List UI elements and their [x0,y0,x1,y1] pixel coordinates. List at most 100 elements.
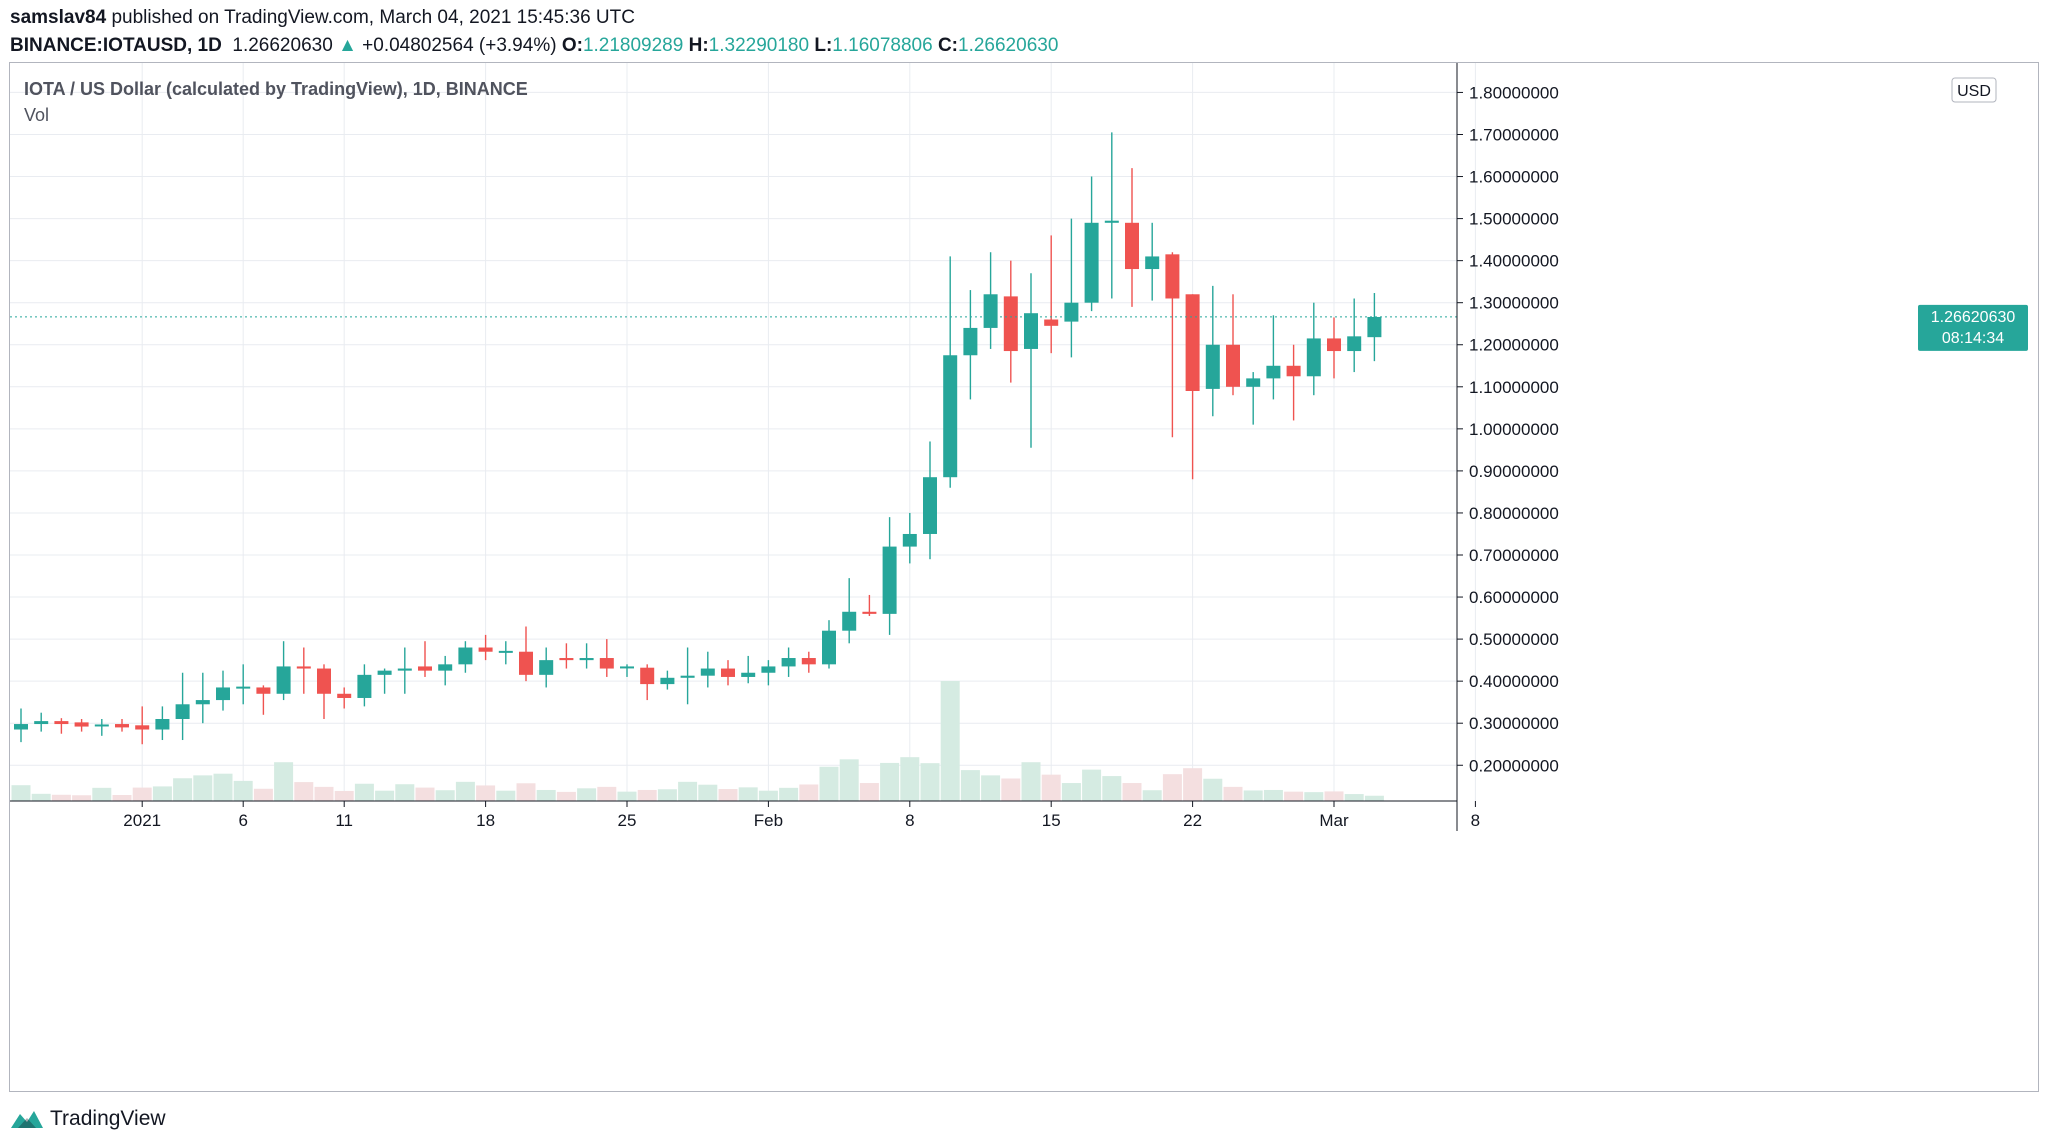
candle-body [1104,220,1119,223]
volume-bar [698,784,718,801]
candle-body [1327,338,1341,352]
time-tick-label: 25 [618,811,637,830]
price-tick-label: 0.50000000 [1469,630,1559,649]
currency-badge[interactable]: USD [1951,77,1997,103]
candle-body [418,666,432,671]
volume-bar [637,789,657,801]
price-chart[interactable]: 0.20000000 0.30000000 0.40000000 0.50000000… [10,63,2038,1091]
volume-bar [193,775,213,801]
volume-bar [678,781,698,801]
time-tick-label: Mar [1319,811,1349,830]
time-axis[interactable]: 2021 6 11 18 25 Feb 8 15 22 Mar 8 [123,801,1480,830]
candle-body [741,672,756,677]
volume-bar [253,788,273,801]
candle-body [377,670,392,675]
candle-body [357,674,372,698]
volume-bar [415,787,435,801]
price-axis[interactable]: 0.20000000 0.30000000 0.40000000 0.50000000… [1457,83,1559,775]
candle-body [14,724,28,730]
price-tick-label: 1.60000000 [1469,168,1559,187]
volume-bar [758,790,778,801]
candle-body [115,724,129,728]
time-tick-label: 22 [1183,811,1202,830]
close-value: 1.26620630 [958,35,1059,56]
volume-bar [577,788,597,801]
volume-bar [294,782,314,801]
candle-body [721,668,735,677]
volume-bar [213,773,233,801]
low-value: 1.16078806 [832,35,933,56]
candle-body [1003,296,1018,352]
high-value: 1.32290180 [708,35,810,56]
candle-body [902,533,917,547]
volume-bar [960,770,980,801]
candle-body [761,666,776,673]
price-tick-label: 0.70000000 [1469,546,1559,565]
time-tick-label: 8 [1471,811,1480,830]
volume-bar [779,787,799,801]
candles [14,132,1382,745]
candle-body [1266,365,1281,379]
time-tick-label: 18 [476,811,495,830]
candle-body [458,647,473,665]
tradingview-brand[interactable]: TradingView [50,1107,166,1130]
open-label: O: [561,35,583,56]
price-tick-label: 0.30000000 [1469,714,1559,733]
last-price-badge-value: 1.26620630 [1931,309,2016,326]
volume-bar [1344,794,1364,801]
high-label: H: [688,35,709,56]
volume-bar [51,794,71,801]
candle-body [1306,338,1321,377]
up-arrow-icon: ▲ [338,35,357,56]
change-value: +0.04802564 (+3.94%) [362,35,557,56]
volume-bar [981,775,1001,801]
volume-bar [314,786,334,801]
candle-body [337,693,352,698]
candle-body [943,355,958,478]
publish-line: samslav84 published on TradingView.com, … [10,4,2040,32]
volume-bar [1122,783,1142,801]
volume-bar [395,784,415,801]
candle-body [983,294,998,328]
candle-body [1347,336,1362,352]
volume-bars [11,681,1384,801]
volume-bar [1102,776,1122,801]
volume-bar [718,789,738,801]
volume-bar [839,759,859,801]
price-tick-label: 1.70000000 [1469,125,1559,144]
candle-body [599,658,614,669]
currency-label: USD [1957,83,1991,100]
volume-label: Vol [24,105,49,125]
candle-body [478,647,493,652]
price-tick-label: 1.50000000 [1469,210,1559,229]
volume-bar [880,762,900,801]
volume-bar [455,781,475,801]
volume-bar [31,793,51,801]
volume-bar [476,785,496,801]
candle-body [317,668,331,694]
tradingview-logo-icon[interactable] [10,1108,44,1130]
symbol-label: BINANCE:IOTAUSD, 1D [10,35,222,56]
candle-body [822,630,836,665]
volume-bar [1142,790,1162,801]
candle-body [1044,319,1059,326]
candle-body [498,650,513,653]
last-price: 1.26620630 [232,35,333,56]
candle-body [620,666,634,669]
chart-frame[interactable]: 0.20000000 0.30000000 0.40000000 0.50000000… [9,62,2039,1092]
volume-bar [152,786,172,801]
volume-bar [819,766,839,801]
candle-body [155,719,170,730]
volume-bar [1021,762,1041,801]
candle-body [236,686,251,689]
volume-bar [859,783,879,801]
candle-body [1367,316,1382,338]
price-tick-label: 0.80000000 [1469,504,1559,523]
author-name[interactable]: samslav84 [10,7,107,28]
footer: TradingView [10,1104,166,1134]
close-label: C: [937,35,959,56]
candle-body [842,611,857,631]
last-price-badge: 1.26620630 08:14:34 [1918,304,2028,351]
ohlc-line: BINANCE:IOTAUSD, 1D 1.26620630 ▲ +0.0480… [10,32,2040,60]
candle-body [1246,378,1261,387]
